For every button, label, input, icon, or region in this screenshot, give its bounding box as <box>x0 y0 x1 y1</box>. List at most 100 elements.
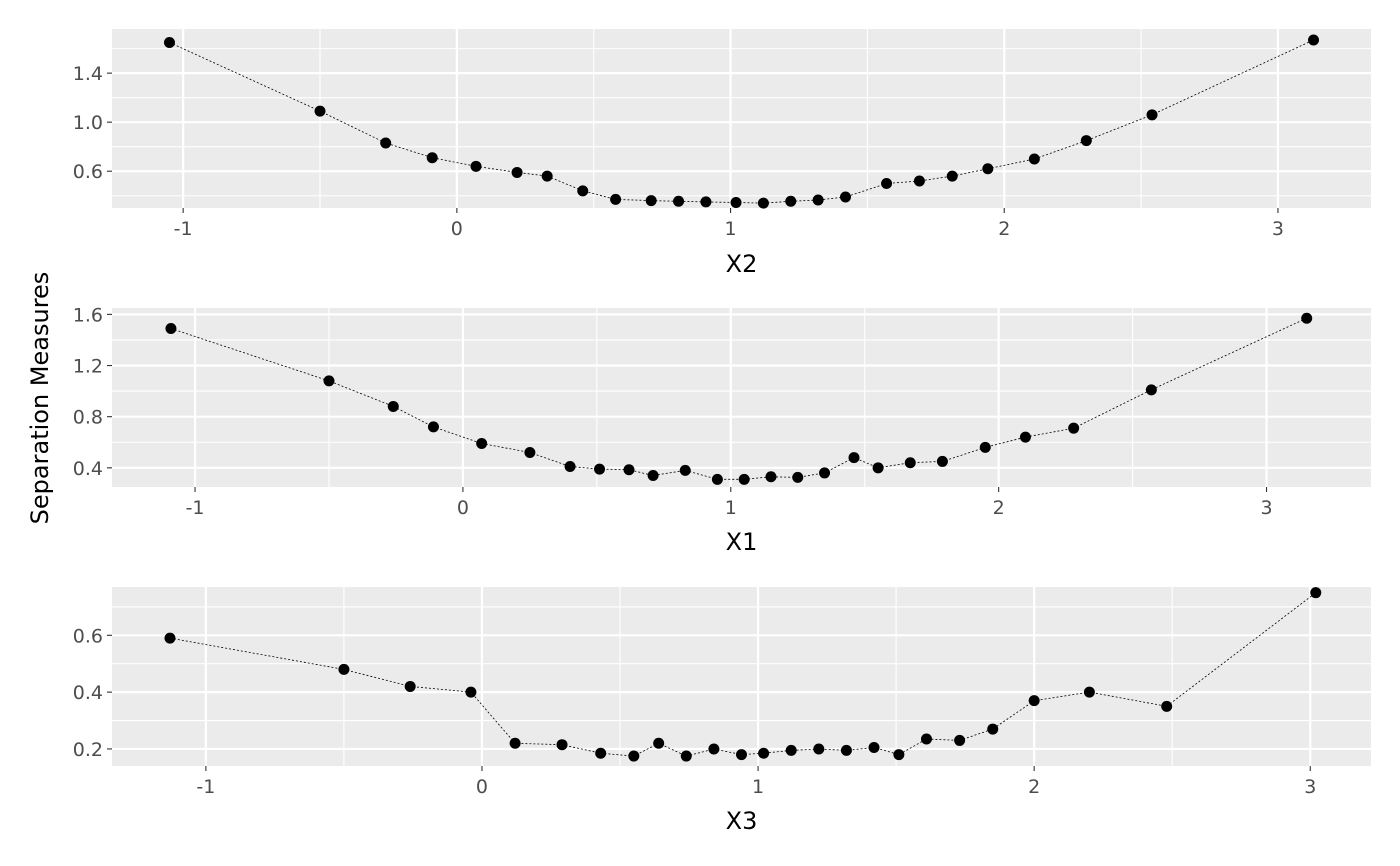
x-tick-label: 2 <box>998 218 1010 240</box>
data-point <box>1028 695 1040 707</box>
data-point <box>920 733 932 745</box>
x-tick-label: 1 <box>725 218 737 240</box>
data-point <box>730 196 742 208</box>
data-point <box>165 322 177 334</box>
x-axis-title: X1 <box>726 528 758 556</box>
data-point <box>647 469 659 481</box>
data-point <box>556 739 568 751</box>
data-point <box>338 663 350 675</box>
y-tick-label: 0.4 <box>73 458 103 480</box>
data-point <box>881 177 893 189</box>
x-tick-label: -1 <box>174 218 193 240</box>
y-tick-label: 1.0 <box>73 112 103 134</box>
x-tick-label: -1 <box>186 497 205 519</box>
data-point <box>1019 431 1031 443</box>
data-point <box>387 400 399 412</box>
y-tick-label: 1.6 <box>73 304 103 326</box>
plot-background <box>112 29 1371 208</box>
data-point <box>610 193 622 205</box>
data-point <box>1146 109 1158 121</box>
data-point <box>1301 312 1313 324</box>
x-tick-label: 0 <box>457 497 469 519</box>
x-tick-label: 2 <box>993 497 1005 519</box>
y-tick-label: 0.8 <box>73 407 103 429</box>
data-point <box>163 36 175 48</box>
data-point <box>645 195 657 207</box>
data-point <box>840 191 852 203</box>
y-tick-label: 0.6 <box>73 161 103 183</box>
panel-x2: -1 0 1 2 3 0.6 1.0 1.4 X2 <box>73 29 1371 278</box>
y-tick-label: 1.2 <box>73 356 103 378</box>
data-point <box>404 680 416 692</box>
data-point <box>711 473 723 485</box>
data-point <box>594 463 606 475</box>
x-tick-label: 1 <box>725 497 737 519</box>
panel-x3: -1 0 1 2 3 0.2 0.4 0.6 X3 <box>73 587 1371 835</box>
data-point <box>946 170 958 182</box>
data-point <box>653 737 665 749</box>
x-tick-label: 3 <box>1260 497 1272 519</box>
data-point <box>511 166 523 178</box>
data-point <box>872 462 884 474</box>
data-point <box>700 196 712 208</box>
data-point <box>541 170 553 182</box>
data-point <box>1028 153 1040 165</box>
data-point <box>673 195 685 207</box>
data-point <box>1068 422 1080 434</box>
panel-x1: -1 0 1 2 3 0.4 0.8 1.2 1.6 X1 <box>73 304 1371 556</box>
data-point <box>1083 686 1095 698</box>
data-point <box>982 163 994 175</box>
data-point <box>164 632 176 644</box>
x-tick-label: 0 <box>476 776 488 798</box>
data-point <box>987 723 999 735</box>
data-point <box>785 744 797 756</box>
data-point <box>380 137 392 149</box>
x-axis-title: X3 <box>726 807 758 835</box>
data-point <box>848 452 860 464</box>
data-point <box>1310 587 1322 599</box>
data-point <box>758 747 770 759</box>
data-point <box>314 105 326 117</box>
data-point <box>785 195 797 207</box>
data-point <box>1161 700 1173 712</box>
data-point <box>476 438 488 450</box>
data-point <box>679 464 691 476</box>
data-point <box>893 749 905 761</box>
data-point <box>564 461 576 473</box>
data-point <box>623 464 635 476</box>
data-point <box>757 197 769 209</box>
data-point <box>1145 384 1157 396</box>
data-point <box>738 473 750 485</box>
y-tick-label: 0.2 <box>73 739 103 761</box>
x-tick-label: 0 <box>451 218 463 240</box>
data-point <box>1308 34 1320 46</box>
x-tick-label: 2 <box>1028 776 1040 798</box>
data-point <box>936 455 948 467</box>
data-point <box>813 743 825 755</box>
data-point <box>680 750 692 762</box>
data-point <box>765 471 777 483</box>
x-tick-label: 1 <box>752 776 764 798</box>
x-tick-label: -1 <box>196 776 215 798</box>
data-point <box>904 457 916 469</box>
data-point <box>465 686 477 698</box>
x-tick-label: 3 <box>1272 218 1284 240</box>
data-point <box>509 737 521 749</box>
data-point <box>913 175 925 187</box>
x-tick-label: 3 <box>1304 776 1316 798</box>
data-point <box>577 185 589 197</box>
data-point <box>426 152 438 164</box>
data-point <box>792 471 804 483</box>
y-tick-label: 1.4 <box>73 63 103 85</box>
data-point <box>708 743 720 755</box>
data-point <box>819 467 831 479</box>
data-point <box>979 441 991 453</box>
data-point <box>1080 135 1092 147</box>
data-point <box>840 744 852 756</box>
y-tick-label: 0.4 <box>73 682 103 704</box>
data-point <box>427 421 439 433</box>
y-tick-label: 0.6 <box>73 625 103 647</box>
data-point <box>323 375 335 387</box>
shared-y-axis-title: Separation Measures <box>26 272 54 525</box>
